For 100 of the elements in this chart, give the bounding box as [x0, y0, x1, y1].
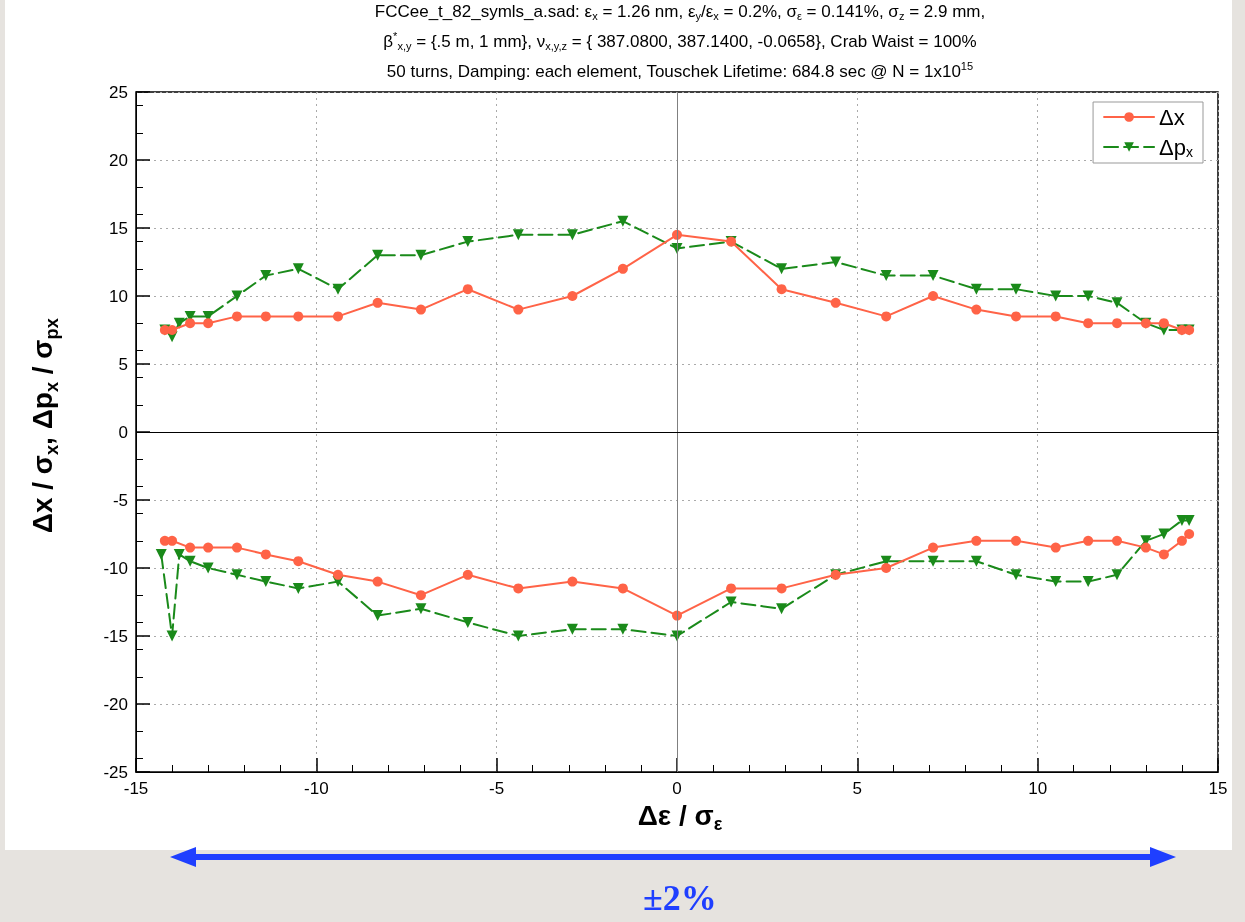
point — [166, 630, 178, 642]
point — [203, 542, 214, 553]
y-tick-label: 15 — [109, 218, 128, 238]
point — [928, 291, 939, 301]
point — [260, 311, 271, 322]
y-tick-label: -15 — [103, 626, 128, 646]
point — [260, 576, 272, 588]
point — [513, 304, 524, 315]
point — [231, 290, 243, 302]
point — [776, 603, 788, 615]
point — [185, 542, 196, 553]
point — [332, 283, 344, 295]
point — [617, 263, 628, 274]
point — [1050, 542, 1061, 553]
point — [1083, 318, 1094, 329]
point — [1184, 529, 1195, 539]
point — [462, 569, 473, 580]
y-tick-label: -5 — [112, 490, 128, 510]
x-tick-label: 10 — [1028, 779, 1048, 798]
point — [881, 311, 892, 322]
point — [1112, 535, 1123, 546]
point — [372, 576, 383, 587]
point — [372, 610, 384, 622]
point — [1158, 549, 1169, 560]
y-tick-label: -20 — [103, 694, 128, 714]
point — [1050, 576, 1062, 588]
point — [292, 263, 304, 275]
x-tick-label: 5 — [852, 779, 863, 798]
point — [1082, 576, 1094, 588]
point — [1010, 283, 1022, 295]
point — [513, 583, 524, 594]
point — [1140, 542, 1151, 553]
point — [970, 555, 982, 567]
x-tick-label: 0 — [672, 779, 682, 798]
point — [293, 311, 304, 322]
point — [173, 548, 185, 560]
point — [293, 556, 304, 567]
point — [928, 542, 939, 553]
point — [617, 583, 628, 594]
y-tick-label: -25 — [103, 762, 128, 782]
point — [927, 270, 939, 282]
point — [332, 569, 343, 580]
point — [232, 542, 242, 553]
legend-label: Δpx — [1159, 134, 1193, 160]
point — [567, 576, 578, 587]
point — [725, 596, 737, 608]
point — [927, 555, 939, 567]
point — [462, 284, 473, 295]
x-tick-label: 15 — [1208, 779, 1228, 798]
point — [231, 569, 243, 581]
point — [1050, 311, 1061, 322]
point — [415, 590, 426, 601]
point — [971, 535, 982, 546]
point — [155, 548, 167, 560]
x-axis-title: Δε / σ$_{ε}$ — [636, 800, 724, 836]
point — [971, 304, 982, 315]
text: ±2% — [642, 877, 718, 919]
y-tick-label: 0 — [118, 422, 128, 442]
point — [1050, 290, 1062, 302]
point — [1111, 297, 1123, 309]
point — [1011, 535, 1022, 546]
point — [1176, 535, 1187, 546]
point — [462, 616, 474, 628]
point — [332, 311, 343, 322]
point — [617, 215, 629, 227]
point — [566, 623, 578, 635]
point — [566, 229, 578, 241]
point — [1158, 528, 1170, 540]
point — [203, 318, 214, 329]
point — [260, 270, 272, 282]
point — [970, 283, 982, 295]
point — [415, 304, 426, 315]
point — [415, 603, 427, 615]
point — [880, 270, 892, 282]
y-tick-label: 5 — [118, 354, 128, 374]
point — [167, 325, 178, 335]
point — [415, 249, 427, 261]
point — [184, 555, 196, 567]
point — [776, 583, 787, 594]
point — [372, 249, 384, 261]
point — [726, 583, 737, 594]
point — [512, 630, 524, 642]
point — [567, 291, 578, 301]
point — [1158, 318, 1169, 329]
point — [776, 263, 788, 275]
point — [1111, 569, 1123, 581]
point — [881, 563, 892, 573]
chart-title: FCCee_t_82_symls_a.sad: ε$_{x}$ = 1.26 nm, ε$_{y}$/ε$_{x}$ = 0.2%, σ$_{ε}$ = 0.141%, σ$_{z}$ = 2.9 mm, β$^{*}$$_{x,y}$ = {.5 m, 1 mm}, ν$_{x,y,z}$ = { 387.0800, 387.1400, -0.0658}, Crab Waist = 100% 50 turns, Damping: each element, Touschek Lifetime: 684.8 sec @ N = 1x10$^{15}$ — [374, 2, 986, 81]
point — [1082, 290, 1094, 302]
point — [830, 256, 842, 268]
point — [776, 284, 787, 295]
x-tick-label: -10 — [304, 779, 329, 798]
x-tick-label: -5 — [489, 779, 505, 798]
point — [292, 582, 304, 594]
point — [830, 297, 841, 308]
legend-label: Δx — [1159, 104, 1185, 130]
y-tick-label: -10 — [103, 558, 128, 578]
y-tick-label: 25 — [109, 82, 128, 102]
y-tick-label: 20 — [109, 150, 128, 170]
point — [202, 562, 214, 574]
